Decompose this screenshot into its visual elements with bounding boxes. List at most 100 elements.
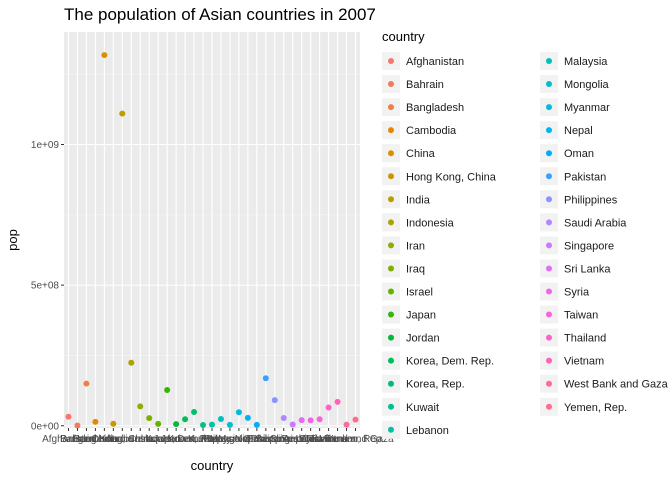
data-point <box>316 416 323 423</box>
data-point <box>164 387 171 394</box>
x-tick-label: Sri Lanka <box>281 434 324 445</box>
legend-label: Jordan <box>406 333 440 345</box>
legend-marker <box>546 403 552 410</box>
legend-label: Singapore <box>564 240 614 252</box>
legend-marker <box>388 288 394 295</box>
legend-marker <box>388 311 394 318</box>
legend-marker <box>388 357 394 364</box>
legend-label: Israel <box>406 287 433 299</box>
x-tick-label: Japan <box>154 434 181 445</box>
x-tick-label: Syria <box>299 434 322 445</box>
data-point <box>146 415 153 422</box>
legend-marker <box>546 150 552 157</box>
data-point <box>226 421 233 428</box>
legend-marker <box>388 265 394 272</box>
legend-title: country <box>382 29 425 44</box>
x-tick-label: Saudi Arabia <box>255 434 312 445</box>
x-tick-label: Vietnam <box>319 434 356 445</box>
x-tick-label: Yemen, Rep. <box>327 434 384 445</box>
legend-marker <box>388 150 394 157</box>
legend-label: Hong Kong, China <box>406 171 497 183</box>
legend-label: Myanmar <box>564 102 610 114</box>
x-tick-label: Indonesia <box>110 434 154 445</box>
legend-label: Iraq <box>406 263 425 275</box>
legend-label: Taiwan <box>564 310 598 322</box>
data-point <box>155 420 162 427</box>
data-point <box>262 375 269 382</box>
legend-marker <box>388 104 394 111</box>
legend-label: Bahrain <box>406 79 444 91</box>
legend-label: Mongolia <box>564 79 610 91</box>
x-tick-label: West Bank and Gaza <box>299 434 394 445</box>
x-tick-label: Kuwait <box>188 434 218 445</box>
legend-label: Iran <box>406 240 425 252</box>
legend-label: Kuwait <box>406 402 439 414</box>
data-point <box>253 421 260 428</box>
legend-marker <box>388 81 394 88</box>
legend-marker <box>388 426 394 433</box>
legend-marker <box>388 242 394 249</box>
x-axis-title: country <box>191 458 234 473</box>
data-point <box>298 417 305 424</box>
legend-label: Lebanon <box>406 425 449 437</box>
data-point <box>101 52 108 59</box>
legend-label: Pakistan <box>564 171 606 183</box>
legend-marker <box>546 127 552 134</box>
legend-marker <box>546 334 552 341</box>
data-point <box>280 414 287 421</box>
x-tick-label: Iraq <box>141 434 158 445</box>
legend-label: Korea, Rep. <box>406 379 465 391</box>
x-tick-label: Bangladesh <box>60 434 113 445</box>
y-axis-title: pop <box>5 229 20 251</box>
chart-title: The population of Asian countries in 200… <box>64 5 376 24</box>
legend-marker <box>388 219 394 226</box>
legend-label: Yemen, Rep. <box>564 402 627 414</box>
legend-label: Korea, Dem. Rep. <box>406 356 494 368</box>
legend-label: Japan <box>406 310 436 322</box>
legend-label: Afghanistan <box>406 56 464 68</box>
data-point <box>65 413 72 420</box>
data-point <box>307 417 314 424</box>
x-tick-label: Thailand <box>309 434 347 445</box>
x-tick-label: Lebanon <box>193 434 232 445</box>
data-point <box>74 422 81 429</box>
data-point <box>209 421 215 428</box>
x-tick-label: Taiwan <box>304 434 335 445</box>
x-tick-label: Cambodia <box>73 434 119 445</box>
data-point <box>325 404 332 411</box>
data-point <box>343 421 350 428</box>
y-tick-label: 5e+08 <box>31 281 60 292</box>
legend-label: Bangladesh <box>406 102 464 114</box>
x-tick-label: Israel <box>146 434 170 445</box>
legend: Afghanistan Bahrain Bangladesh Cambodia Chin… <box>382 52 669 439</box>
legend-label: Malaysia <box>564 56 608 68</box>
x-tick-label: Philippines <box>251 434 299 445</box>
y-tick-label: 0e+00 <box>31 421 60 432</box>
data-point <box>128 359 135 366</box>
x-tick-label: Pakistan <box>247 434 285 445</box>
x-tick-label: Nepal <box>235 434 261 445</box>
legend-label: Indonesia <box>406 217 455 229</box>
legend-marker <box>546 311 552 318</box>
data-point <box>271 397 278 404</box>
legend-marker <box>388 196 394 203</box>
data-point <box>352 416 359 423</box>
data-point <box>200 422 207 429</box>
x-tick-label: Korea, Dem. Rep. <box>145 434 225 445</box>
x-tick-label: India <box>111 434 133 445</box>
x-tick-label: Myanmar <box>218 434 260 445</box>
x-tick-label: Malaysia <box>201 434 241 445</box>
legend-label: West Bank and Gaza <box>564 379 669 391</box>
legend-marker <box>546 242 552 249</box>
legend-label: China <box>406 148 436 160</box>
legend-label: India <box>406 194 431 206</box>
legend-marker <box>546 380 552 387</box>
legend-marker <box>546 219 552 226</box>
legend-label: Sri Lanka <box>564 263 611 275</box>
x-tick-label: Bahrain <box>60 434 94 445</box>
y-tick-label: 1e+09 <box>31 140 60 151</box>
legend-marker <box>546 104 552 111</box>
legend-marker <box>546 288 552 295</box>
legend-marker <box>546 173 552 180</box>
